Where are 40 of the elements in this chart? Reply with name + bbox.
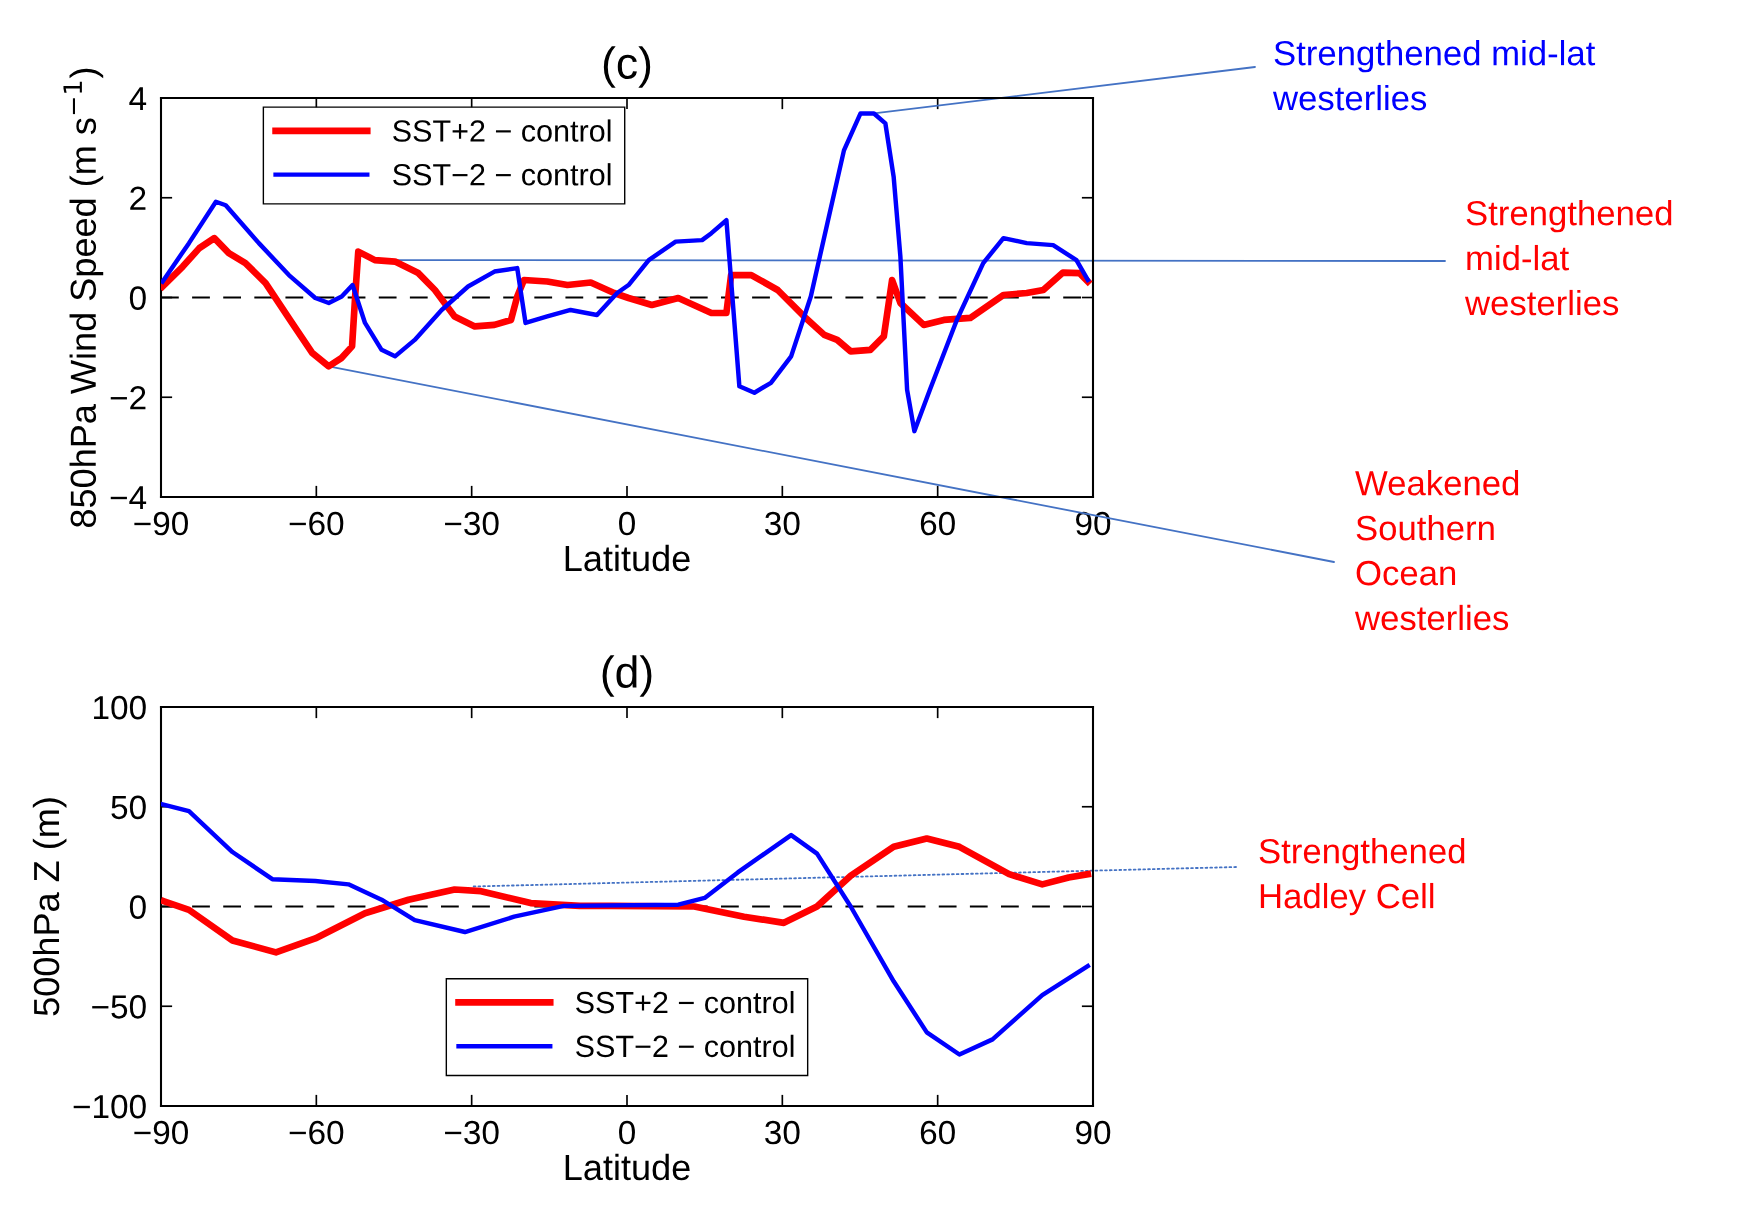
chart-title: (c): [603, 46, 651, 88]
x-tick-label: −30: [445, 1120, 499, 1145]
line-series: [161, 111, 1091, 434]
line-series: [161, 802, 1091, 1057]
y-tick-label: −50: [92, 995, 146, 1019]
y-tick-label: −4: [110, 486, 147, 510]
y-tick-label: 100: [94, 695, 146, 720]
annotation: Strengthened mid-lat westerlies: [1272, 40, 1596, 111]
x-tick-label: 60: [920, 1120, 955, 1145]
x-tick-label: 0: [619, 511, 635, 536]
legend-label: SST−2 − control: [393, 163, 611, 186]
annotation: Weakened Southern Ocean westerlies: [1354, 470, 1519, 631]
annotation: Strengthened Hadley Cell: [1259, 838, 1465, 916]
x-tick-label: 0: [619, 1120, 635, 1145]
y-tick-label: 0: [129, 286, 146, 310]
y-axis-title: 500hPa Z (m): [32, 798, 67, 1016]
x-tick-label: 90: [1076, 1120, 1111, 1145]
x-tick-label: 30: [765, 1120, 800, 1145]
legend-label: SST−2 − control: [576, 1034, 794, 1058]
x-tick-label: −90: [134, 1120, 188, 1145]
x-tick-label: −90: [134, 511, 188, 536]
y-tick-label: −2: [110, 386, 146, 410]
x-axis-title: Latitude: [565, 1153, 690, 1181]
chart-title: (d): [602, 655, 652, 697]
x-tick-label: −30: [445, 511, 499, 536]
legend-label: SST+2 − control: [393, 119, 611, 142]
y-axis-title: 850hPa Wind Speed (m s$^{−1}$): [63, 68, 104, 528]
x-tick-label: −60: [289, 1120, 344, 1145]
y-tick-label: 2: [130, 186, 146, 210]
annotation: Strengthened mid-lat westerlies: [1464, 200, 1672, 316]
legend-label: SST+2 − control: [576, 990, 794, 1014]
y-tick-label: −100: [73, 1094, 146, 1119]
x-tick-label: −60: [289, 511, 344, 536]
x-tick-label: 30: [765, 511, 800, 536]
y-tick-label: 0: [129, 895, 146, 919]
x-tick-label: 60: [920, 511, 955, 536]
y-tick-label: 4: [129, 87, 147, 111]
y-tick-label: 50: [111, 795, 146, 820]
x-axis-title: Latitude: [565, 544, 690, 572]
x-tick-label: 90: [1076, 511, 1111, 536]
